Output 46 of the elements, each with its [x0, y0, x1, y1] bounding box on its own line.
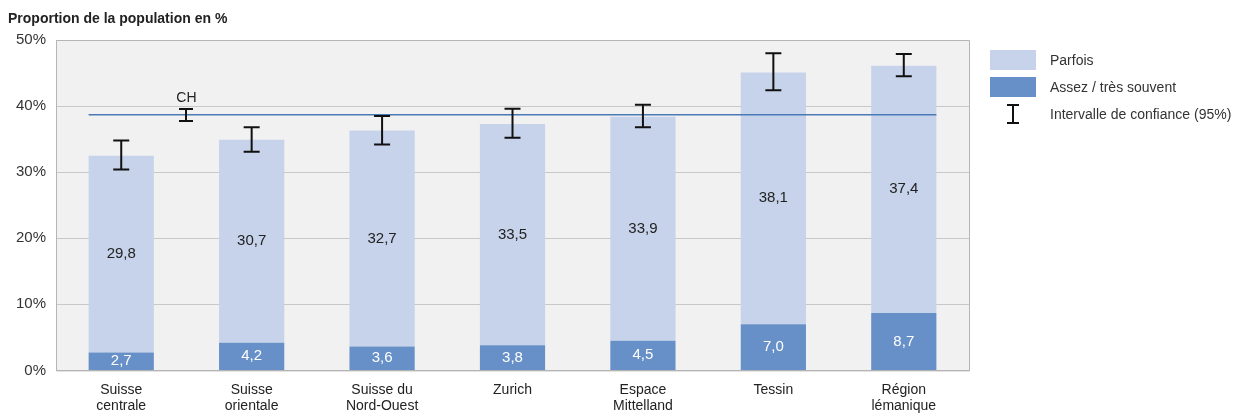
bar	[610, 340, 676, 370]
legend-label: Assez / très souvent	[1050, 78, 1177, 95]
data-label: 32,7	[367, 228, 397, 246]
bar	[871, 312, 937, 370]
x-tick-label: Zurich	[493, 380, 532, 397]
x-tick-label: Tessin	[753, 380, 794, 397]
bar	[610, 116, 676, 341]
data-label: 3,6	[371, 348, 393, 366]
y-tick-label: 10%	[15, 294, 47, 312]
y-tick-label: 0%	[24, 360, 47, 378]
bar	[349, 130, 415, 347]
data-label: 33,9	[628, 218, 658, 236]
data-label: 29,8	[106, 244, 136, 262]
y-tick-label: 40%	[15, 96, 47, 114]
x-tick-label: Suisse centrale	[96, 380, 147, 414]
x-tick-label: Suisse du Nord-Ouest	[345, 380, 419, 414]
x-tick-label: Suisse orientale	[224, 380, 279, 414]
x-tick-label: Région lémanique	[871, 380, 937, 414]
data-label: 8,7	[893, 331, 915, 349]
bar	[88, 155, 154, 353]
data-label: 33,5	[497, 224, 528, 242]
data-label: 37,4	[889, 179, 919, 197]
legend-label: Parfois	[1050, 51, 1094, 68]
bar	[219, 139, 285, 343]
y-tick-label: 30%	[15, 162, 47, 180]
bar	[740, 324, 806, 370]
ref-line-label: CH	[176, 88, 197, 105]
bar	[479, 345, 546, 370]
x-tick-label: Espace Mittelland	[612, 380, 673, 414]
y-axis-title: Proportion de la population en %	[8, 9, 228, 26]
text: Intervalle de confiance (95%)	[1050, 105, 1232, 122]
data-label: 7,0	[762, 337, 784, 355]
bar	[740, 72, 806, 325]
data-label: 4,2	[241, 346, 263, 364]
bar	[871, 65, 937, 313]
data-label: 2,7	[110, 351, 132, 369]
data-label: 3,8	[502, 347, 523, 365]
bar	[479, 123, 546, 346]
y-tick-label: 20%	[15, 228, 47, 246]
bar	[349, 346, 415, 370]
bar	[219, 342, 285, 370]
data-label: 4,5	[632, 345, 654, 363]
data-label: 38,1	[758, 188, 788, 206]
bar	[88, 352, 154, 370]
data-label: 30,7	[237, 231, 267, 249]
y-tick-label: 50%	[15, 30, 47, 48]
